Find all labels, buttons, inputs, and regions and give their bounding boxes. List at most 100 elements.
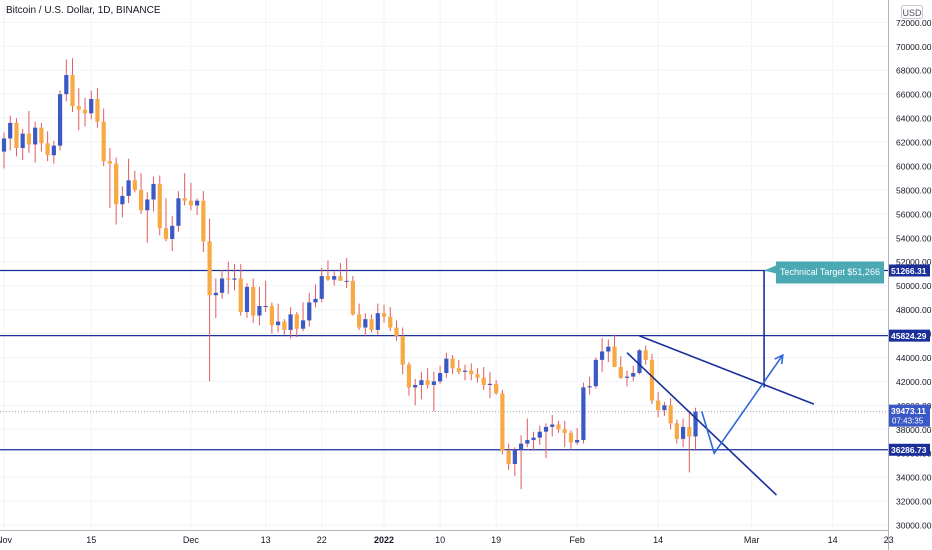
candle-up — [518, 443, 524, 450]
candle-up — [662, 405, 667, 411]
currency-button[interactable]: USD — [901, 5, 923, 19]
target-callout-text: Technical Target $51,266 — [780, 267, 880, 277]
candle-up — [332, 276, 337, 280]
drawing-layer: Technical Target $51,266 — [626, 261, 884, 496]
y-tick-label: 72000.00 — [896, 18, 932, 28]
candle-down — [101, 121, 106, 162]
x-tick-label: 2022 — [374, 535, 394, 545]
current-price-tag: 39473.11 — [891, 406, 926, 416]
grid-layer — [0, 0, 890, 530]
candle-up — [543, 426, 549, 432]
candle-up — [487, 383, 493, 385]
x-tick-label: 23 — [884, 535, 894, 545]
y-tick-label: 66000.00 — [896, 90, 932, 100]
candle-up — [20, 133, 25, 149]
candle-up — [462, 370, 468, 372]
candle-down — [556, 424, 561, 430]
candle-down — [668, 405, 673, 424]
candle-up — [176, 198, 181, 226]
candle-down — [562, 429, 567, 433]
candle-down — [238, 278, 243, 312]
candle-up — [344, 280, 349, 282]
candle-down — [45, 143, 50, 156]
candle-up — [33, 127, 38, 145]
candle-down — [394, 327, 399, 336]
candle-up — [307, 302, 312, 321]
candle-down — [188, 200, 193, 206]
current-price-tag-bg — [889, 404, 930, 427]
candle-up — [599, 351, 605, 360]
level-price-tag-bg — [889, 264, 930, 277]
candle-down — [95, 98, 100, 122]
candle-up — [1, 138, 7, 152]
candle-up — [537, 431, 542, 438]
symbol-title: Bitcoin / U.S. Dollar, 1D, BINANCE — [6, 5, 161, 16]
candle-down — [269, 306, 274, 326]
candle-up — [375, 313, 380, 330]
candle-up — [587, 386, 592, 388]
candle-up — [300, 320, 306, 329]
candle-down — [381, 313, 387, 317]
candle-down — [282, 321, 287, 330]
y-tick-label: 44000.00 — [896, 353, 932, 363]
y-tick-label: 70000.00 — [896, 42, 932, 52]
candle-down — [388, 316, 393, 328]
candle-down — [568, 432, 574, 443]
candle-down — [506, 450, 511, 464]
levels-layer — [0, 269, 888, 451]
candle-down — [475, 374, 480, 378]
y-tick-label: 64000.00 — [896, 114, 932, 124]
candle-down — [39, 127, 44, 144]
candle-up — [525, 440, 530, 444]
candle-up — [531, 437, 536, 441]
y-tick-label: 56000.00 — [896, 209, 932, 219]
level-price-tag: 45824.29 — [891, 331, 927, 341]
candle-down — [612, 346, 617, 368]
candle-down — [138, 189, 144, 211]
candle-down — [674, 423, 679, 439]
y-tick-label: 68000.00 — [896, 66, 932, 76]
candle-up — [438, 373, 443, 382]
candle-up — [550, 424, 555, 427]
y-tick-label: 32000.00 — [896, 497, 932, 507]
candle-up — [637, 350, 642, 374]
candle-down — [107, 161, 113, 164]
x-tick-label: 19 — [491, 535, 501, 545]
x-tick-label: Dec — [183, 535, 200, 545]
y-tick-label: 42000.00 — [896, 377, 932, 387]
candle-up — [8, 122, 13, 139]
x-tick-label: Nov — [0, 535, 12, 545]
current-price-countdown: 07:43:35 — [892, 417, 924, 426]
candle-down — [114, 163, 119, 205]
candle-down — [82, 109, 88, 114]
candle-down — [469, 370, 474, 375]
candle-down — [643, 350, 648, 360]
candle-down — [132, 180, 137, 190]
candle-up — [680, 426, 686, 439]
candle-up — [693, 411, 698, 437]
candle-up — [213, 292, 218, 296]
y-tick-label: 58000.00 — [896, 185, 932, 195]
candle-down — [500, 393, 505, 451]
y-tick-label: 62000.00 — [896, 138, 932, 148]
candle-down — [406, 364, 412, 388]
candle-down — [618, 367, 623, 378]
candle-down — [494, 383, 499, 394]
x-tick-label: Mar — [744, 535, 760, 545]
candle-up — [313, 298, 318, 303]
candle-down — [157, 183, 162, 229]
candle-down — [456, 368, 461, 372]
candle-up — [244, 286, 250, 312]
candle-up — [512, 449, 517, 464]
x-tick-label: 22 — [317, 535, 327, 545]
candle-up — [64, 75, 69, 95]
candle-down — [425, 380, 430, 385]
candle-up — [631, 373, 636, 377]
candle-down — [226, 278, 231, 280]
candle-down — [369, 319, 374, 330]
candle-up — [232, 278, 237, 280]
candle-up — [89, 98, 94, 114]
wedge-lower-trendline — [626, 352, 778, 496]
